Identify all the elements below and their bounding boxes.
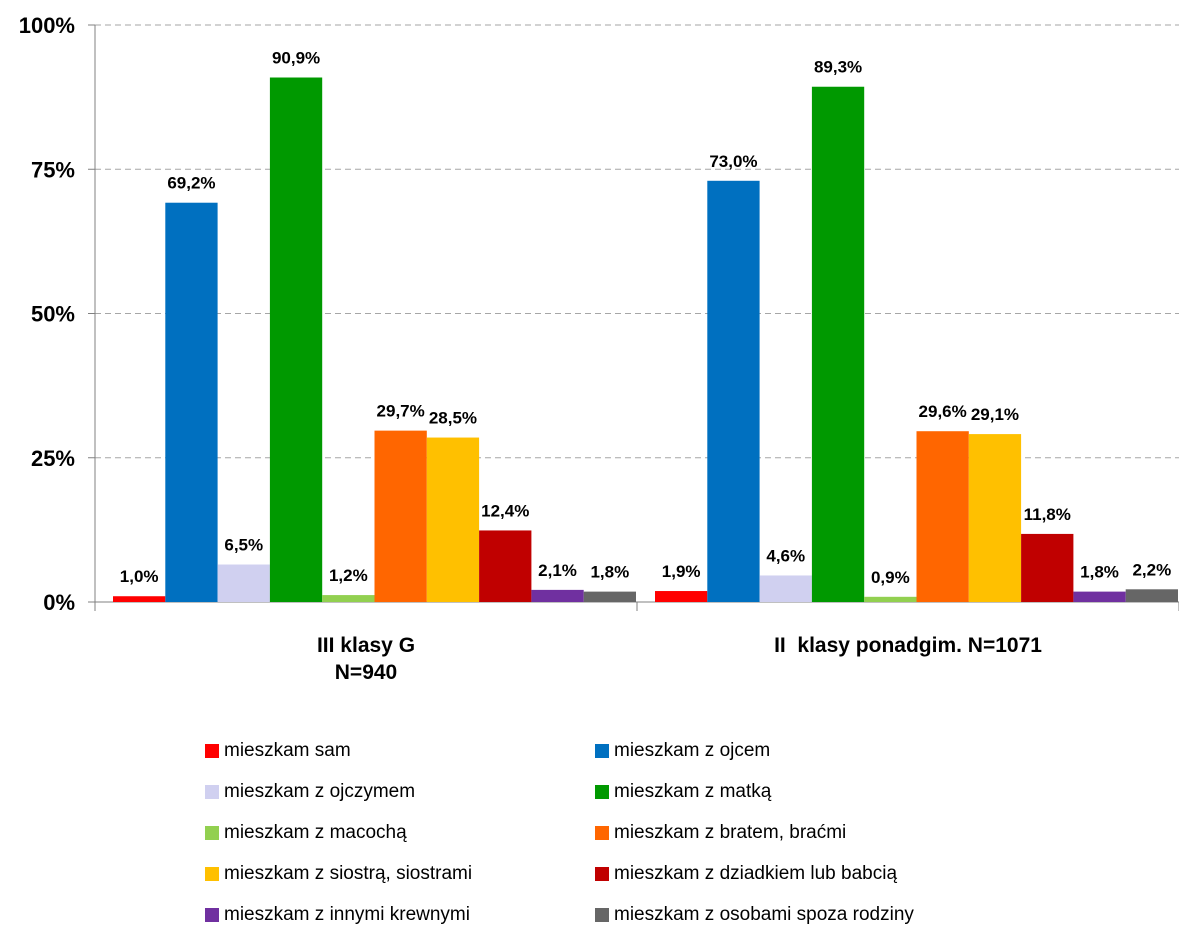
legend-item: mieszkam z ojczymem xyxy=(205,771,595,812)
bar xyxy=(374,430,427,602)
legend-item: mieszkam z matką xyxy=(595,771,965,812)
bar xyxy=(531,589,584,602)
bar xyxy=(707,180,760,603)
bar xyxy=(1021,533,1074,602)
data-label: 29,6% xyxy=(919,402,967,421)
data-label: 28,5% xyxy=(429,409,477,428)
data-label: 6,5% xyxy=(224,535,263,554)
data-label: 2,1% xyxy=(538,561,577,580)
bar xyxy=(217,564,270,602)
y-tick-label: 25% xyxy=(31,446,75,471)
legend-swatch xyxy=(595,866,609,881)
data-label: 29,1% xyxy=(971,405,1019,424)
data-label: 4,6% xyxy=(766,546,805,565)
legend-label: mieszkam z ojczymem xyxy=(224,780,416,802)
legend-label: mieszkam z dziadkiem lub babcią xyxy=(614,862,898,884)
y-tick-label: 0% xyxy=(43,590,75,615)
bar xyxy=(322,595,375,602)
bar xyxy=(864,596,917,602)
legend-swatch xyxy=(595,907,609,922)
data-label: 1,8% xyxy=(1080,563,1119,582)
data-label: 73,0% xyxy=(709,152,757,171)
bar xyxy=(479,530,532,602)
legend-item: mieszkam z ojcem xyxy=(595,730,965,771)
bar xyxy=(759,575,812,602)
legend-swatch xyxy=(205,866,219,881)
legend-swatch xyxy=(595,784,609,799)
legend-item: mieszkam z innymi krewnymi xyxy=(205,894,595,935)
legend-label: mieszkam z matką xyxy=(614,780,772,802)
data-label: 11,8% xyxy=(1024,505,1071,524)
legend-label: mieszkam z siostrą, siostrami xyxy=(224,862,473,884)
legend-label: mieszkam sam xyxy=(224,739,351,761)
legend-item: mieszkam z siostrą, siostrami xyxy=(205,853,595,894)
y-tick-label: 75% xyxy=(31,157,75,182)
legend-label: mieszkam z osobami spoza rodziny xyxy=(614,903,914,925)
bar xyxy=(968,434,1022,602)
y-tick-label: 50% xyxy=(31,302,75,327)
bar xyxy=(583,591,636,602)
data-label: 1,8% xyxy=(590,563,629,582)
data-label: 2,2% xyxy=(1132,560,1171,579)
bar xyxy=(113,596,166,602)
bar xyxy=(655,591,708,602)
legend-item: mieszkam z macochą xyxy=(205,812,595,853)
bar xyxy=(811,86,865,602)
bar xyxy=(916,431,969,602)
legend-label: mieszkam z ojcem xyxy=(614,739,771,761)
legend-swatch xyxy=(205,825,219,840)
legend-item: mieszkam z osobami spoza rodziny xyxy=(595,894,965,935)
data-label: 1,2% xyxy=(329,566,368,585)
legend-swatch xyxy=(205,743,219,758)
legend-swatch xyxy=(205,907,219,922)
data-label: 90,9% xyxy=(272,49,320,68)
bar xyxy=(1125,589,1178,602)
legend-label: mieszkam z macochą xyxy=(224,821,407,843)
data-label: 89,3% xyxy=(814,58,862,77)
y-tick-label: 100% xyxy=(19,13,75,38)
bar xyxy=(426,437,480,602)
bar xyxy=(1073,591,1126,602)
legend-label: mieszkam z innymi krewnymi xyxy=(224,903,470,925)
legend-swatch xyxy=(595,825,609,840)
data-label: 29,7% xyxy=(377,402,425,421)
data-label: 1,9% xyxy=(662,562,701,581)
data-label: 0,9% xyxy=(871,568,910,587)
category-label: N=940 xyxy=(335,661,397,684)
legend-item: mieszkam z dziadkiem lub babcią xyxy=(595,853,965,894)
legend: mieszkam sam mieszkam z ojcem mieszkam z o… xyxy=(205,730,965,935)
bar xyxy=(269,77,323,602)
data-label: 69,2% xyxy=(167,174,215,193)
legend-swatch xyxy=(205,784,219,799)
legend-item: mieszkam z bratem, braćmi xyxy=(595,812,965,853)
legend-item: mieszkam sam xyxy=(205,730,595,771)
bar xyxy=(165,202,218,602)
legend-label: mieszkam z bratem, braćmi xyxy=(614,821,847,843)
legend-swatch xyxy=(595,743,609,758)
data-label: 1,0% xyxy=(120,567,159,586)
data-label: 12,4% xyxy=(481,501,529,520)
category-label: III klasy G xyxy=(317,634,415,657)
category-label: II klasy ponadgim. N=1071 xyxy=(774,634,1042,657)
